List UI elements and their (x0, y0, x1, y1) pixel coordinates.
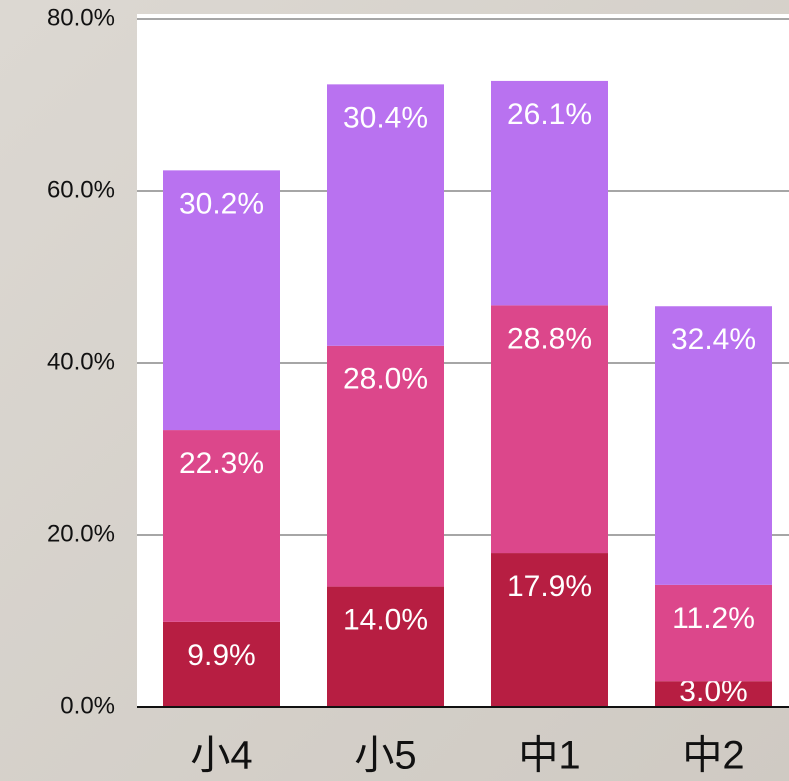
bar-segment (491, 553, 608, 707)
value-label: 32.4% (671, 323, 756, 356)
bar-segment (163, 621, 280, 707)
bar-segment (327, 84, 444, 346)
y-tick-label: 80.0% (47, 4, 115, 31)
bar-segment (163, 430, 280, 622)
value-label: 17.9% (507, 570, 592, 603)
value-label: 26.1% (507, 98, 592, 131)
bar-segment (163, 170, 280, 431)
bar-segment (655, 681, 772, 707)
x-tick-label: 中1 (518, 734, 580, 778)
bar-segment (655, 584, 772, 682)
value-label: 11.2% (672, 602, 755, 635)
x-tick-label: 小4 (190, 734, 252, 778)
value-label: 14.0% (343, 604, 428, 637)
value-label: 30.2% (179, 187, 264, 220)
bar-segment (655, 306, 772, 585)
value-label: 28.0% (343, 363, 428, 396)
x-tick-label: 小5 (354, 734, 416, 778)
value-label: 28.8% (507, 322, 592, 355)
value-label: 30.4% (343, 101, 428, 134)
y-tick-label: 60.0% (47, 176, 115, 203)
x-tick-label: 中2 (682, 734, 744, 778)
bar-segment (327, 345, 444, 587)
y-tick-label: 20.0% (47, 520, 115, 547)
value-label: 22.3% (179, 447, 264, 480)
y-tick-label: 40.0% (47, 348, 115, 375)
bar-segment (491, 80, 608, 306)
bar-segment (327, 586, 444, 707)
bar-segment (491, 305, 608, 554)
y-tick-label: 0.0% (60, 692, 115, 719)
value-label: 9.9% (187, 639, 255, 672)
